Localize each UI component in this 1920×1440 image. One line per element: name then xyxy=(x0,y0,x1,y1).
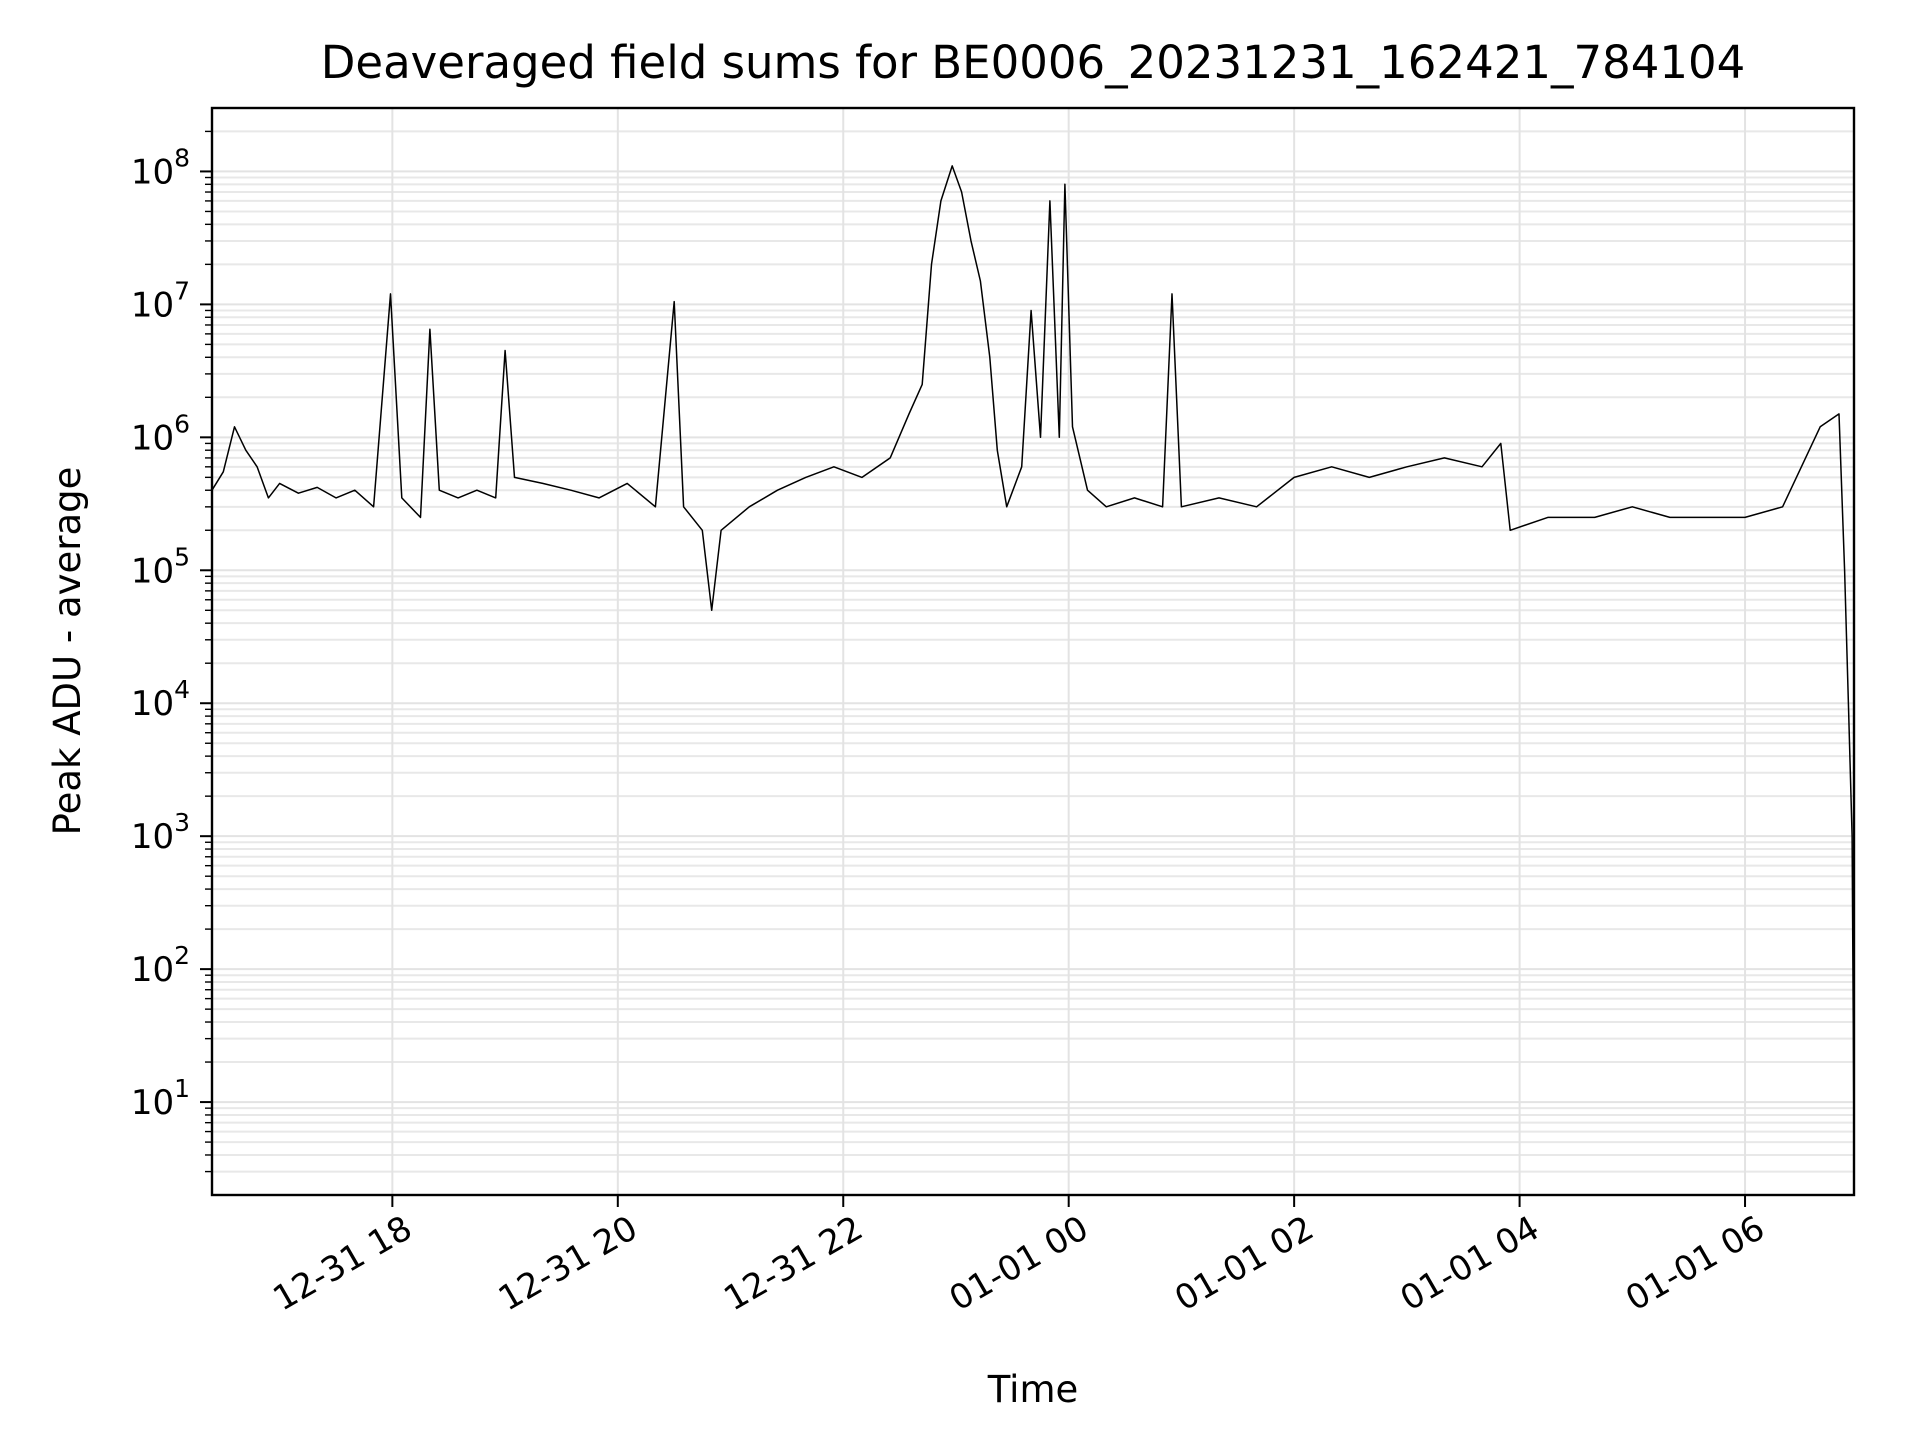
axis-ticks xyxy=(200,130,1747,1207)
y-tick-base: 10 xyxy=(131,950,174,990)
y-tick-base: 10 xyxy=(131,418,174,458)
y-tick-exponent: 8 xyxy=(174,143,190,172)
y-tick-base: 10 xyxy=(131,152,174,192)
y-tick-exponent: 3 xyxy=(174,808,190,837)
y-axis-label: Peak ADU - average xyxy=(46,467,89,836)
y-tick-exponent: 2 xyxy=(174,941,190,970)
chart-title: Deaveraged field sums for BE0006_2023123… xyxy=(321,36,1746,89)
y-tick-base: 10 xyxy=(131,1083,174,1123)
major-grid xyxy=(212,108,1854,1195)
y-tick-base: 10 xyxy=(131,285,174,325)
y-tick-base: 10 xyxy=(131,684,174,724)
y-tick-label: 108 xyxy=(131,143,190,192)
y-tick-exponent: 1 xyxy=(174,1074,190,1103)
y-tick-exponent: 7 xyxy=(174,276,190,305)
plot-frame xyxy=(210,106,1856,1197)
y-tick-label: 101 xyxy=(131,1074,190,1123)
y-tick-label: 103 xyxy=(131,808,190,857)
y-tick-exponent: 4 xyxy=(174,675,190,704)
y-tick-exponent: 5 xyxy=(174,542,190,571)
x-axis-label: Time xyxy=(987,1368,1079,1411)
y-tick-label: 105 xyxy=(131,542,190,591)
y-tick-label: 104 xyxy=(131,675,190,724)
y-tick-base: 10 xyxy=(131,817,174,857)
y-tick-exponent: 6 xyxy=(174,409,190,438)
y-tick-label: 106 xyxy=(131,409,190,458)
minor-grid xyxy=(212,130,1854,1173)
y-tick-base: 10 xyxy=(131,551,174,591)
y-tick-label: 107 xyxy=(131,276,190,325)
series-line xyxy=(211,165,1855,1143)
y-tick-label: 102 xyxy=(131,941,190,990)
